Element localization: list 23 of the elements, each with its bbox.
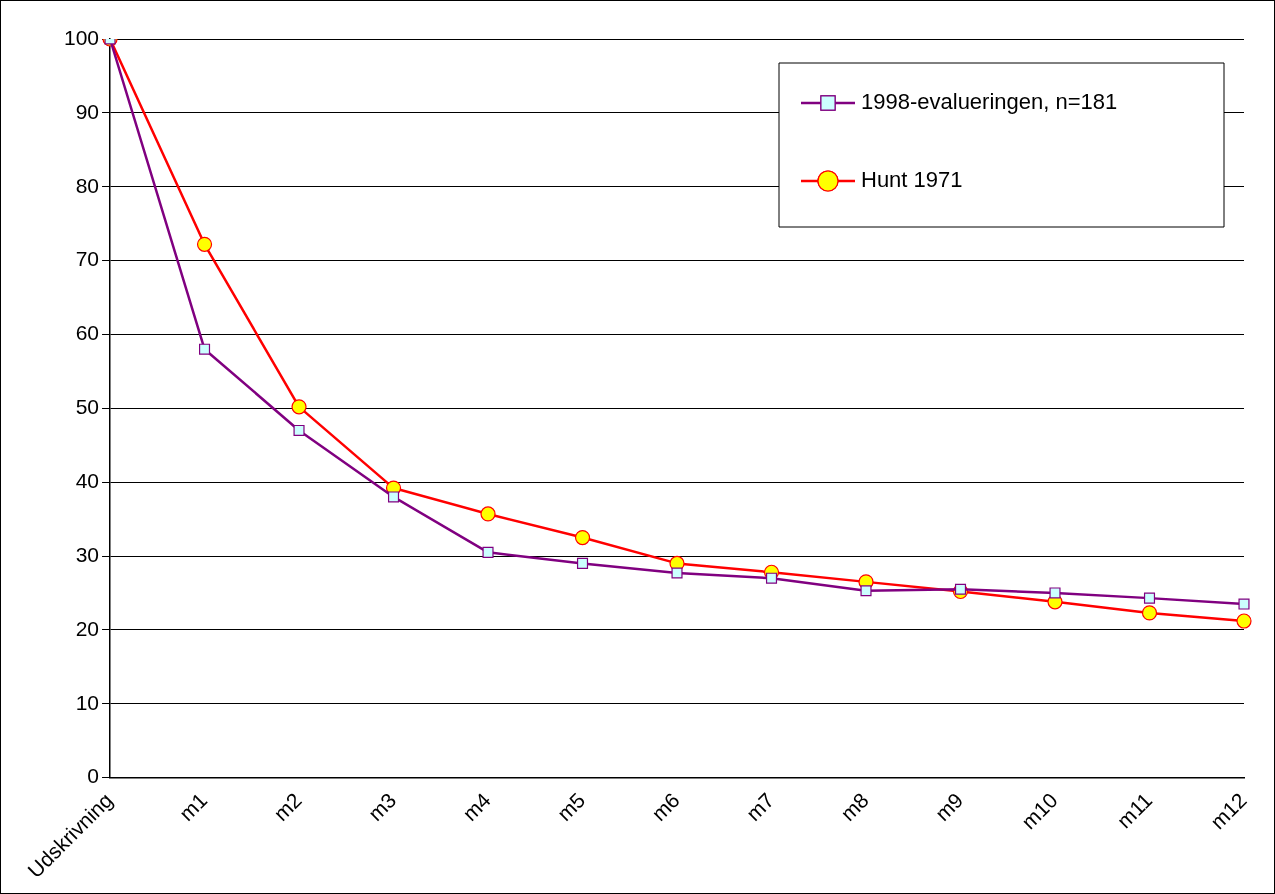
y-tick-label: 30 [75, 542, 100, 566]
x-tick-label: m4 [458, 787, 496, 826]
y-tick-label: 80 [75, 173, 100, 197]
y-tick-label: 10 [75, 690, 100, 714]
x-tick-label: m11 [1112, 788, 1157, 833]
x-tick-label: m1 [174, 788, 212, 826]
y-tick-label: 70 [75, 247, 100, 271]
x-tick-label: m6 [647, 788, 684, 826]
y-tick-label: 90 [75, 99, 100, 123]
y-tick-label: 60 [75, 321, 100, 345]
y-tick-label: 0 [87, 764, 100, 788]
y-tick-label: 20 [75, 616, 100, 640]
legend-label: 1998-evalueringen, n=181 [861, 89, 1118, 115]
x-tick-label: m7 [741, 788, 779, 826]
x-tick-label: m3 [363, 788, 401, 826]
y-tick-label: 100 [63, 25, 100, 49]
x-tick-label: m9 [930, 788, 968, 826]
y-tick-label: 50 [75, 395, 100, 419]
y-tick-label: 40 [75, 468, 100, 492]
legend-label: Hunt 1971 [861, 167, 963, 193]
x-tick-label: m2 [269, 788, 306, 826]
x-tick-label: m5 [552, 788, 590, 826]
x-tick-label: m8 [836, 788, 873, 826]
